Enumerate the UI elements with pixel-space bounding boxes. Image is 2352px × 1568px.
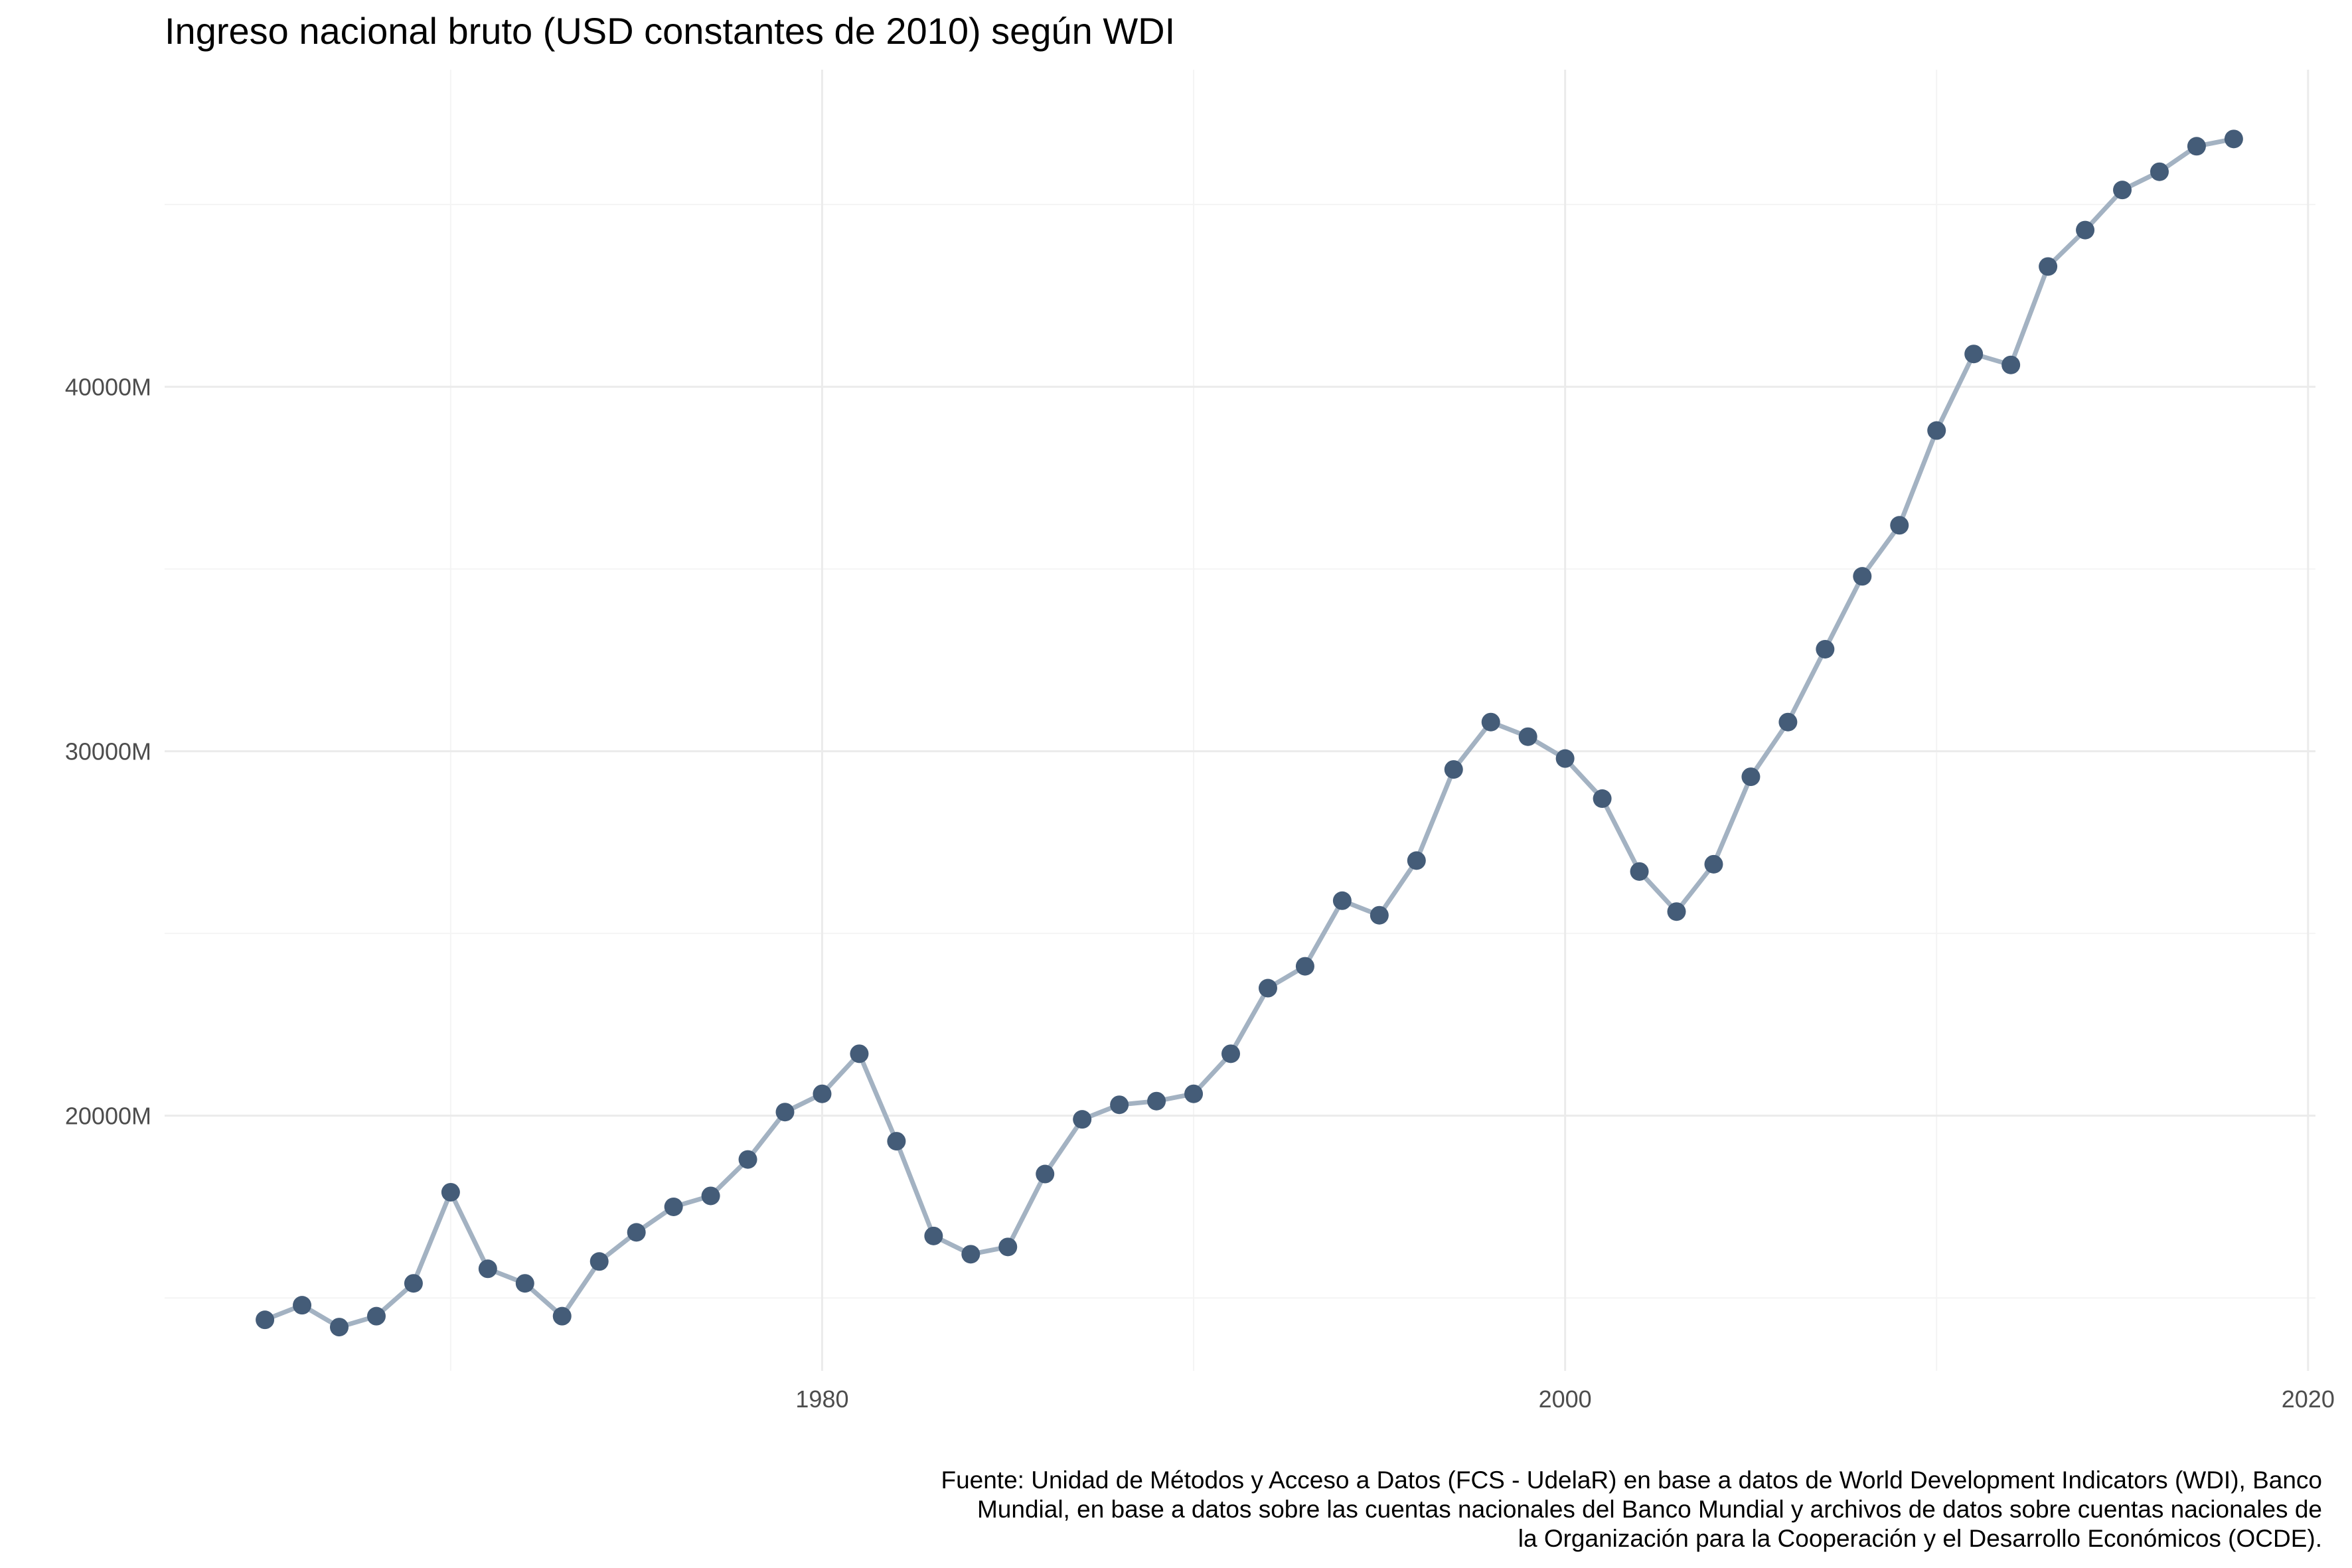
data-point <box>2113 181 2132 200</box>
data-point <box>256 1310 275 1330</box>
data-point <box>998 1237 1018 1257</box>
data-point <box>2039 257 2058 276</box>
data-point <box>2076 220 2095 240</box>
data-point <box>1630 862 1649 881</box>
data-point <box>701 1186 720 1206</box>
caption-line: Mundial, en base a datos sobre las cuent… <box>977 1496 2322 1523</box>
data-point <box>1444 760 1463 779</box>
data-point <box>1927 421 1946 440</box>
data-point <box>924 1226 943 1245</box>
data-point <box>1964 345 1984 364</box>
data-point <box>1667 902 1686 921</box>
data-point <box>330 1318 349 1337</box>
data-point <box>441 1182 460 1202</box>
data-point <box>478 1259 497 1279</box>
x-tick-label: 1980 <box>795 1385 848 1413</box>
data-point <box>850 1044 869 1063</box>
data-point <box>515 1274 534 1293</box>
data-point <box>404 1274 423 1293</box>
data-point <box>1147 1091 1166 1111</box>
data-point <box>1890 516 1909 535</box>
data-point <box>1295 957 1314 976</box>
x-tick-label: 2020 <box>2282 1385 2335 1413</box>
data-point <box>293 1296 312 1315</box>
data-point <box>552 1306 572 1326</box>
data-point <box>1741 767 1761 787</box>
data-point <box>366 1306 386 1326</box>
data-point <box>1481 712 1500 732</box>
minor-gridlines <box>165 70 2315 1371</box>
data-point <box>813 1084 832 1103</box>
x-axis-tick-labels: 1980 2000 2020 <box>795 1385 2334 1413</box>
data-point <box>1073 1110 1092 1129</box>
data-point <box>887 1132 906 1151</box>
data-point <box>1518 727 1537 746</box>
y-tick-label: 30000M <box>65 738 151 765</box>
data-point <box>1221 1044 1241 1063</box>
data-point <box>775 1103 795 1122</box>
major-gridlines <box>165 70 2315 1371</box>
series-points-group <box>256 129 2243 1337</box>
data-point <box>1370 905 1389 925</box>
y-axis-tick-labels: 20000M 30000M 40000M <box>65 374 151 1130</box>
series-line-group <box>262 136 2236 1330</box>
chart-title: Ingreso nacional bruto (USD constantes d… <box>165 10 1176 52</box>
data-point <box>1704 854 1723 874</box>
y-tick-label: 40000M <box>65 374 151 401</box>
data-point <box>2150 162 2169 181</box>
caption-line: la Organización para la Cooperación y el… <box>1518 1525 2322 1552</box>
data-point <box>1555 749 1575 768</box>
data-point <box>2187 137 2206 156</box>
data-point <box>1110 1095 1129 1115</box>
data-point <box>1593 789 1612 809</box>
data-point <box>627 1223 646 1242</box>
x-tick-label: 2000 <box>1539 1385 1592 1413</box>
data-point <box>2001 355 2021 374</box>
data-point <box>1816 639 1835 659</box>
data-point <box>2224 129 2243 149</box>
data-point <box>738 1150 757 1169</box>
data-point <box>1778 712 1798 732</box>
data-point <box>1184 1084 1204 1103</box>
data-point <box>589 1252 609 1271</box>
series-line <box>262 136 2236 1330</box>
data-point <box>1407 851 1426 870</box>
data-point <box>1332 891 1352 910</box>
source-caption: Fuente: Unidad de Métodos y Acceso a Dat… <box>729 1466 2322 1553</box>
data-point <box>664 1197 683 1216</box>
data-point <box>1036 1164 1055 1184</box>
data-point <box>1258 979 1277 998</box>
y-tick-label: 20000M <box>65 1103 151 1130</box>
data-point <box>1853 567 1872 586</box>
caption-line: Fuente: Unidad de Métodos y Acceso a Dat… <box>941 1466 2322 1494</box>
data-point <box>961 1245 980 1264</box>
